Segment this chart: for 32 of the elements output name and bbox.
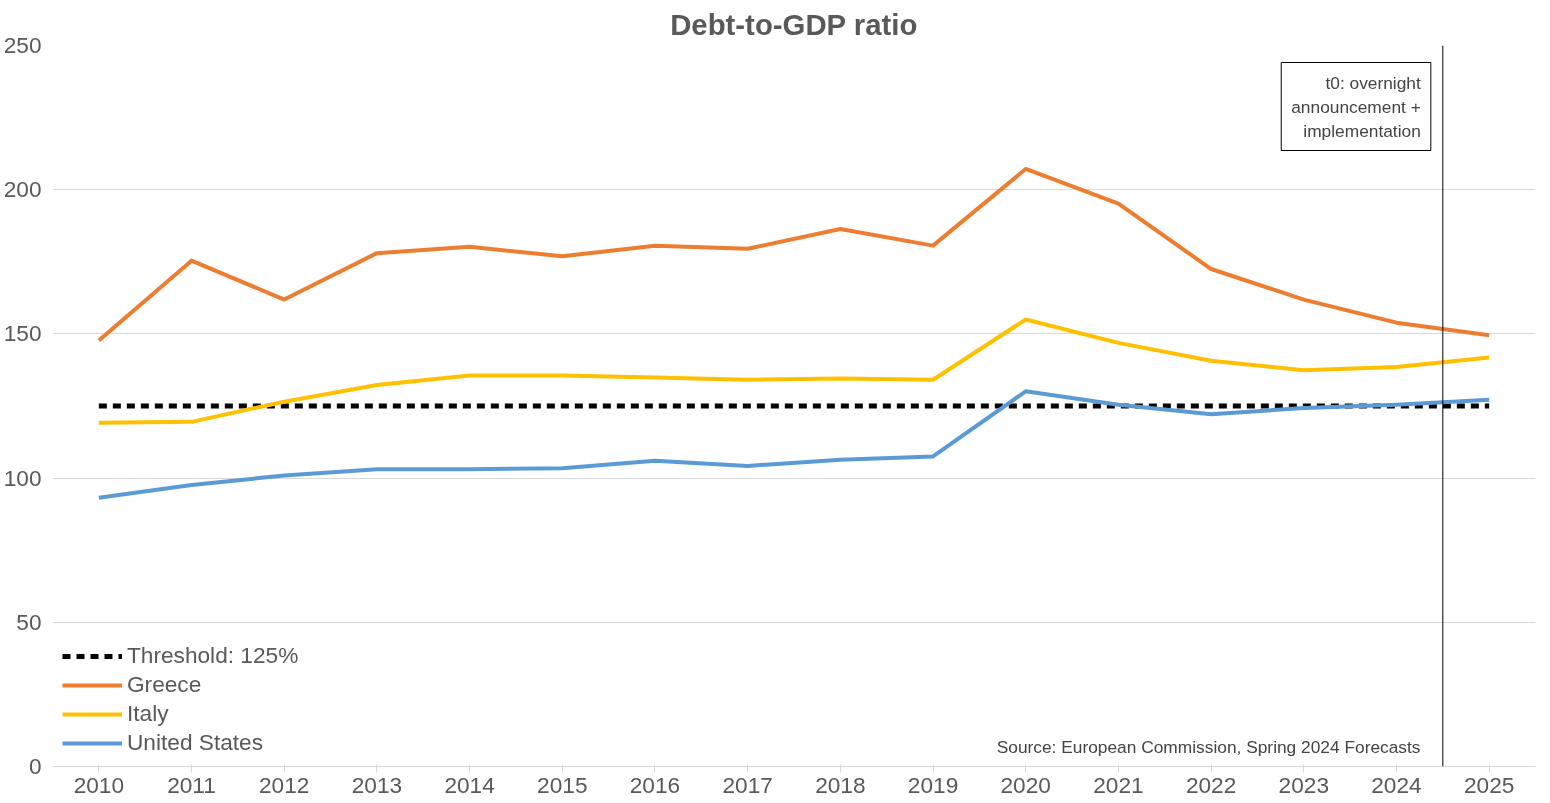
x-tick-label: 2017 bbox=[722, 771, 773, 798]
legend-label: Threshold: 125% bbox=[127, 642, 299, 669]
x-tick-label: 2015 bbox=[537, 771, 588, 798]
x-tick-label: 2010 bbox=[73, 771, 125, 798]
line-series bbox=[96, 389, 1492, 500]
legend-label: United States bbox=[127, 729, 264, 756]
legend-label: Italy bbox=[127, 700, 169, 727]
x-tick-label: 2016 bbox=[629, 771, 681, 798]
x-tick-label: 2021 bbox=[1093, 771, 1144, 798]
x-tick-label: 2011 bbox=[167, 771, 216, 798]
legend-label: Greece bbox=[127, 671, 202, 698]
x-tick-label: 2020 bbox=[1000, 771, 1051, 798]
x-tick-label: 2019 bbox=[907, 771, 959, 798]
x-tick-label: 2023 bbox=[1278, 771, 1329, 798]
x-tick-label: 2022 bbox=[1185, 771, 1237, 798]
chart-title: Debt-to-GDP ratio bbox=[670, 7, 918, 41]
x-tick-label: 2013 bbox=[351, 771, 403, 798]
line-series bbox=[96, 166, 1492, 343]
line-series bbox=[96, 317, 1492, 425]
y-tick-label: 200 bbox=[3, 176, 42, 203]
y-tick-label: 250 bbox=[3, 32, 42, 58]
annotation: Source: European Commission, Spring 2024 Forecasts bbox=[996, 736, 1421, 757]
x-tick-label: 2012 bbox=[259, 771, 310, 798]
ref-line-label: t0: overnight announcement + implementation bbox=[1291, 72, 1421, 141]
y-tick-label: 50 bbox=[16, 608, 42, 635]
x-tick-label: 2024 bbox=[1371, 771, 1422, 798]
y-tick-label: 0 bbox=[28, 753, 42, 779]
x-tick-label: 2025 bbox=[1463, 771, 1515, 798]
x-tick-label: 2014 bbox=[444, 771, 495, 798]
y-tick-label: 150 bbox=[3, 320, 42, 347]
y-tick-label: 100 bbox=[3, 464, 42, 491]
x-tick-label: 2018 bbox=[815, 771, 866, 798]
